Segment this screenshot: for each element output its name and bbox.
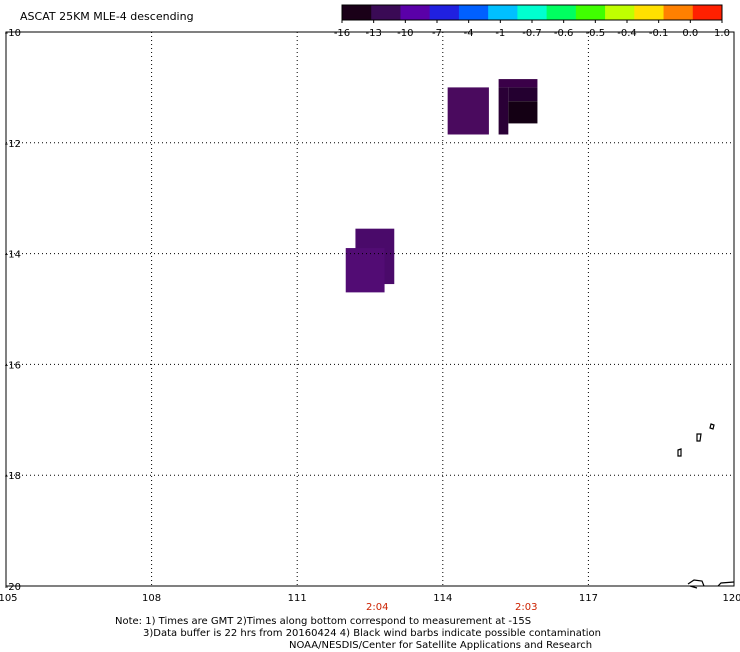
lat-lon-grid — [6, 32, 734, 586]
colorbar-swatch — [546, 5, 577, 20]
colorbar-label: -4 — [464, 28, 474, 39]
time-label: 2:03 — [515, 602, 537, 613]
island-outlines — [677, 423, 735, 589]
lon-label: 111 — [288, 593, 307, 604]
colorbar-swatch — [488, 5, 518, 20]
note-line-2: 3)Data buffer is 22 hrs from 20160424 4)… — [143, 628, 601, 639]
colorbar-label: 0.0 — [682, 28, 698, 39]
lon-label: 114 — [433, 593, 452, 604]
colorbar-swatch — [400, 5, 431, 20]
colorbar-swatch — [634, 5, 665, 20]
island-outline — [677, 448, 682, 457]
colorbar-swatch — [342, 5, 372, 20]
coastline — [689, 585, 698, 589]
swath-cell — [447, 87, 489, 135]
time-label: 2:04 — [366, 602, 388, 613]
lon-label: 108 — [142, 593, 161, 604]
colorbar-label: -13 — [365, 28, 381, 39]
map-frame — [5, 31, 735, 587]
colorbar-label: -0.7 — [522, 28, 542, 39]
lat-label: -14 — [5, 250, 21, 261]
colorbar-swatch — [517, 5, 548, 20]
swath-cell — [345, 248, 385, 293]
note-line-3: NOAA/NESDIS/Center for Satellite Applica… — [289, 640, 593, 651]
colorbar-label: -0.6 — [554, 28, 574, 39]
island-outline — [696, 433, 702, 442]
colorbar-label: -10 — [397, 28, 413, 39]
colorbar-swatch — [692, 5, 723, 20]
lon-label: 120 — [722, 593, 740, 604]
lon-label: 105 — [0, 593, 18, 604]
lat-label: -20 — [5, 582, 21, 593]
swath-cell — [508, 87, 538, 102]
lon-label: 117 — [579, 593, 598, 604]
colorbar-swatch — [458, 5, 489, 20]
map-title: ASCAT 25KM MLE-4 descending — [20, 10, 194, 23]
swath-cell — [498, 79, 538, 88]
colorbar-swatch — [575, 5, 606, 20]
lat-label: -16 — [5, 360, 21, 371]
coastline — [717, 581, 735, 587]
colorbar-label: -1 — [495, 28, 505, 39]
swath-cell — [508, 101, 538, 124]
lat-label: -10 — [5, 28, 21, 39]
colorbar-swatch — [429, 5, 460, 20]
colorbar: -16 -13 -10 -7 -4 -1 -0.7 -0.6 -0.5 -0.4 -0.1 0.0 1.… — [334, 4, 730, 39]
swath-cell — [498, 87, 509, 135]
colorbar-swatch — [663, 5, 694, 20]
colorbar-label: -16 — [334, 28, 350, 39]
colorbar-swatch — [605, 5, 635, 20]
note-line-1: Note: 1) Times are GMT 2)Times along bot… — [115, 616, 532, 627]
colorbar-label: -0.1 — [649, 28, 669, 39]
island-outline — [709, 423, 715, 430]
colorbar-label: -0.4 — [617, 28, 637, 39]
colorbar-label: -0.5 — [586, 28, 606, 39]
swath-data — [345, 79, 538, 293]
colorbar-swatch — [371, 5, 401, 20]
lat-label: -18 — [5, 471, 21, 482]
coastline — [687, 579, 705, 587]
lat-label: -12 — [5, 139, 21, 150]
colorbar-label: 1.0 — [714, 28, 730, 39]
colorbar-label: -7 — [432, 28, 442, 39]
